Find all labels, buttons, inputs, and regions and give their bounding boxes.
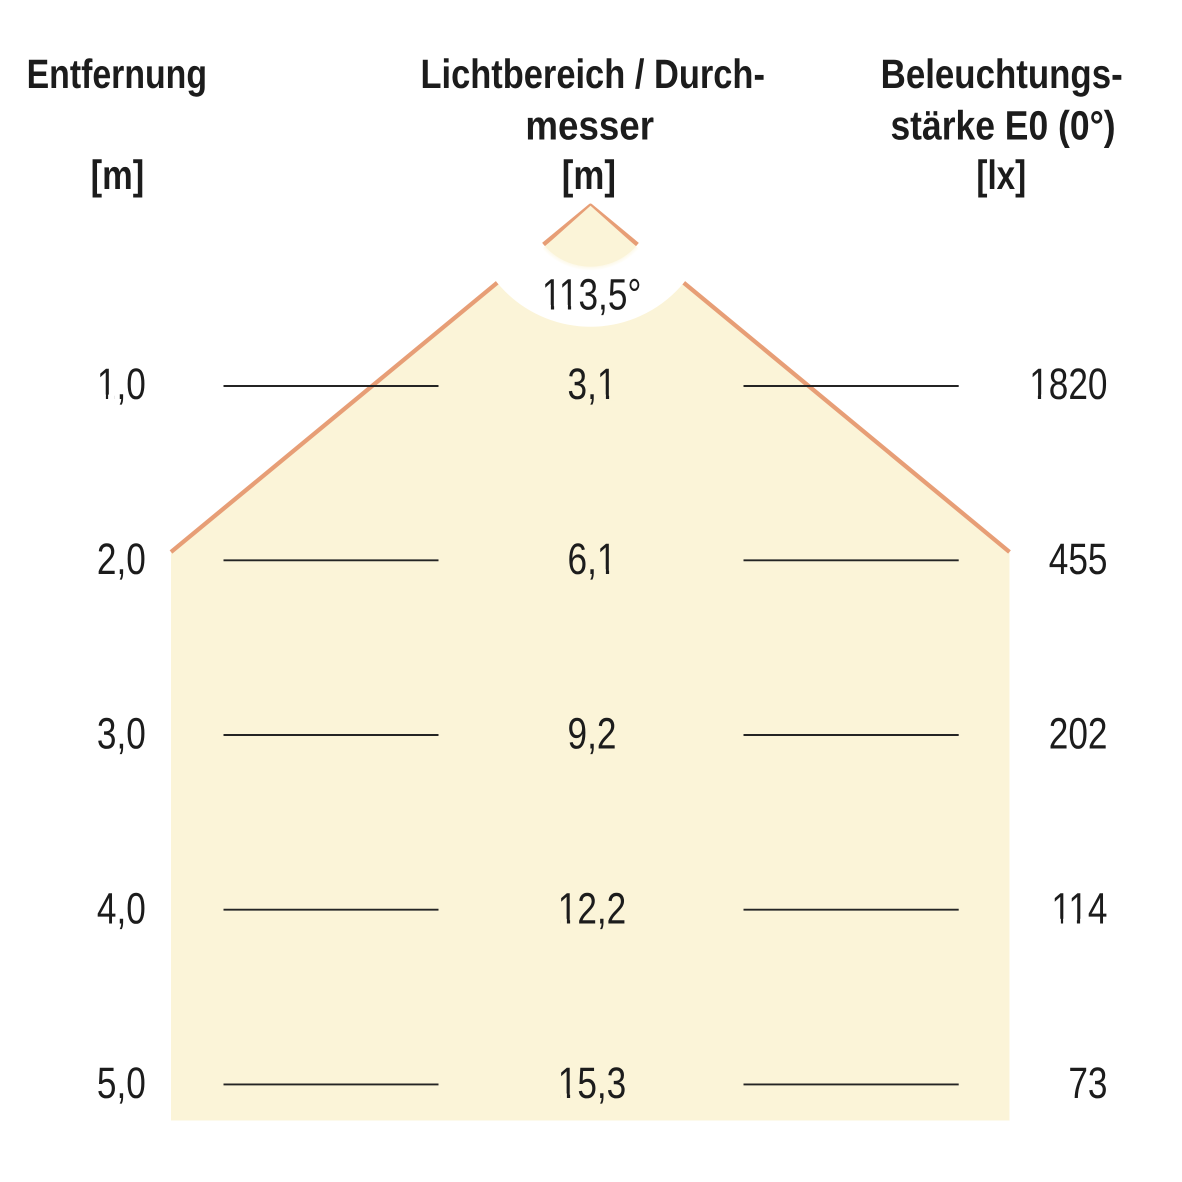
- svg-text:[m]: [m]: [91, 152, 145, 198]
- svg-text:12,2: 12,2: [558, 884, 627, 933]
- svg-text:messer: messer: [525, 102, 654, 148]
- svg-text:Beleuchtungs-: Beleuchtungs-: [881, 51, 1123, 97]
- svg-text:3,1: 3,1: [568, 360, 617, 409]
- svg-text:113,5°: 113,5°: [542, 271, 642, 320]
- svg-text:[lx]: [lx]: [976, 152, 1026, 198]
- svg-text:stärke E0 (0°): stärke E0 (0°): [890, 102, 1115, 148]
- svg-text:9,2: 9,2: [568, 710, 617, 759]
- svg-text:455: 455: [1049, 535, 1108, 584]
- svg-text:[m]: [m]: [562, 152, 616, 198]
- svg-text:5,0: 5,0: [97, 1059, 146, 1108]
- svg-text:15,3: 15,3: [558, 1059, 627, 1108]
- svg-text:3,0: 3,0: [97, 710, 146, 759]
- svg-text:4,0: 4,0: [97, 884, 146, 933]
- svg-text:73: 73: [1068, 1059, 1107, 1108]
- svg-text:1,0: 1,0: [97, 360, 146, 409]
- svg-text:114: 114: [1051, 884, 1107, 933]
- svg-text:1820: 1820: [1029, 360, 1107, 409]
- svg-text:Entfernung: Entfernung: [27, 51, 207, 97]
- svg-text:2,0: 2,0: [97, 535, 146, 584]
- svg-text:Lichtbereich / Durch-: Lichtbereich / Durch-: [420, 51, 764, 97]
- svg-text:6,1: 6,1: [568, 535, 617, 584]
- svg-text:202: 202: [1049, 710, 1108, 759]
